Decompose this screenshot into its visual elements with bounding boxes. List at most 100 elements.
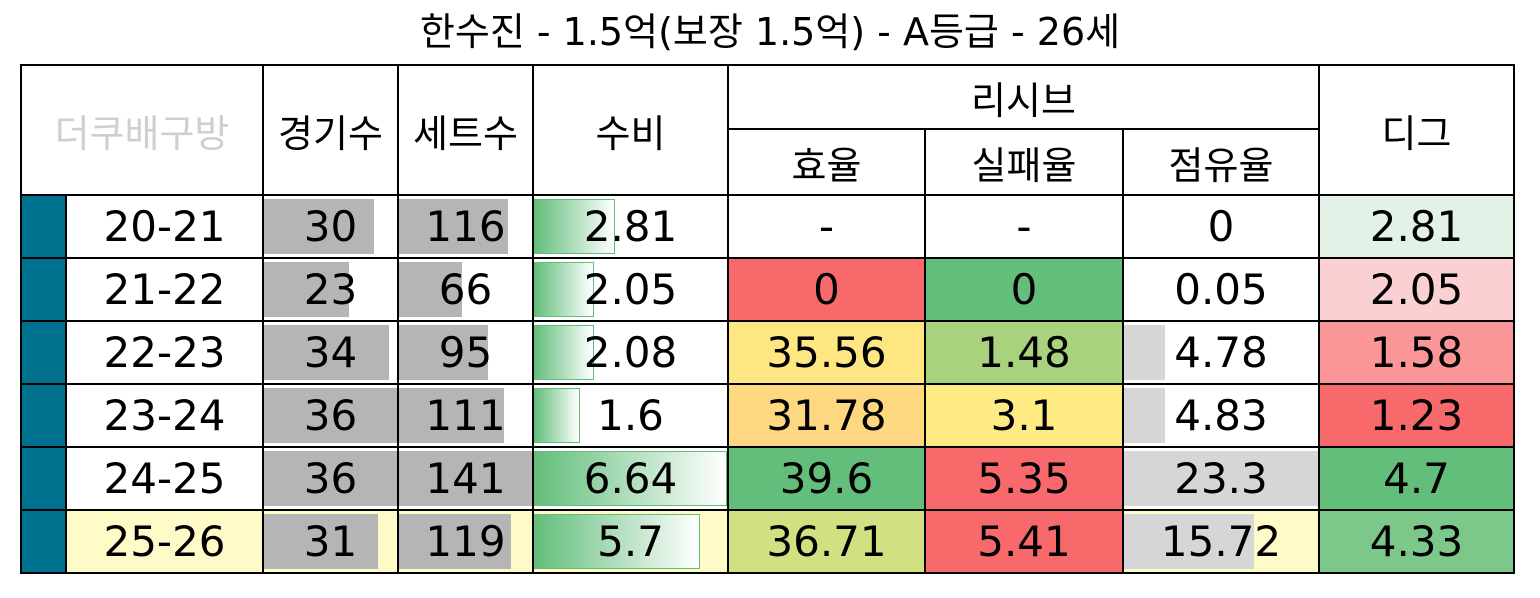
fail-rate-cell: 1.48 xyxy=(924,320,1124,385)
efficiency-cell: - xyxy=(727,194,926,259)
efficiency-cell-value: 31.78 xyxy=(766,391,887,440)
fail-rate-cell: 3.1 xyxy=(924,383,1124,448)
defense-header: 수비 xyxy=(532,64,729,196)
defense-cell-value: 5.7 xyxy=(597,517,664,566)
season-cell: 22-23 xyxy=(65,320,264,385)
games-cell: 30 xyxy=(262,194,399,259)
fail-rate-cell: 0 xyxy=(924,257,1124,322)
share-cell-value: 15.72 xyxy=(1160,517,1282,566)
sets-cell-bar xyxy=(400,199,509,254)
share-cell-value: 23.3 xyxy=(1174,454,1268,503)
efficiency-cell: 35.56 xyxy=(727,320,926,385)
defense-cell-bar xyxy=(535,388,581,443)
dig-cell-value: 4.7 xyxy=(1383,454,1450,503)
games-cell-value: 30 xyxy=(303,202,358,251)
season-cell: 20-21 xyxy=(65,194,264,259)
sets-cell: 111 xyxy=(397,383,534,448)
share-cell: 4.83 xyxy=(1122,383,1320,448)
fail-rate-cell-value: 1.48 xyxy=(977,328,1071,377)
fail-rate-cell: 5.41 xyxy=(924,509,1124,574)
games-cell-bar xyxy=(265,262,350,317)
games-cell-value: 36 xyxy=(303,391,358,440)
table-row: 24-25 36 141 6.64 39.6 5.35 23.3 4.7 xyxy=(20,446,1515,511)
games-cell: 31 xyxy=(262,509,399,574)
efficiency-cell: 0 xyxy=(727,257,926,322)
defense-cell: 1.6 xyxy=(532,383,729,448)
efficiency-header: 효율 xyxy=(727,128,926,196)
sets-cell: 95 xyxy=(397,320,534,385)
row-marker xyxy=(20,194,67,259)
page-title: 한수진 - 1.5억(보장 1.5억) - A등급 - 26세 xyxy=(419,10,1121,54)
stats-table: 더쿠배구방 경기수 세트수 수비 리시브 디그 효율 실패율 점유율 20-21… xyxy=(20,64,1515,574)
table-row: 23-24 36 111 1.6 31.78 3.1 4.83 1.23 xyxy=(20,383,1515,448)
efficiency-cell: 39.6 xyxy=(727,446,926,511)
games-cell-bar xyxy=(265,325,390,380)
sets-cell: 141 xyxy=(397,446,534,511)
sets-cell-value: 141 xyxy=(425,454,506,503)
games-cell: 23 xyxy=(262,257,399,322)
sets-cell-bar xyxy=(400,451,531,506)
fail-rate-cell: 5.35 xyxy=(924,446,1124,511)
defense-cell-bar xyxy=(535,262,594,317)
efficiency-cell-value: 39.6 xyxy=(779,454,874,503)
fail-rate-header: 실패율 xyxy=(924,128,1124,196)
brand-header: 더쿠배구방 xyxy=(20,64,264,196)
season-cell-value: 23-24 xyxy=(103,391,226,440)
dig-cell: 4.7 xyxy=(1318,446,1515,511)
defense-cell-value: 2.08 xyxy=(583,328,678,377)
sets-cell-value: 119 xyxy=(425,517,506,566)
table-body: 20-21 30 116 2.81 - - 0 2.81 21-22 23 66 2.05 0 0 0.05… xyxy=(20,194,1515,574)
fail-rate-cell-value: 5.41 xyxy=(977,517,1071,566)
defense-cell-value: 1.6 xyxy=(597,391,664,440)
season-cell: 21-22 xyxy=(65,257,264,322)
sets-header: 세트수 xyxy=(397,64,534,196)
defense-cell-value: 2.05 xyxy=(583,265,678,314)
games-cell-value: 36 xyxy=(303,454,358,503)
dig-header: 디그 xyxy=(1318,64,1515,196)
sets-cell-bar xyxy=(400,325,489,380)
share-cell-value: 0.05 xyxy=(1174,265,1268,314)
receive-header: 리시브 xyxy=(727,64,1320,130)
dig-cell-value: 1.23 xyxy=(1369,391,1464,440)
games-cell: 36 xyxy=(262,383,399,448)
efficiency-cell: 36.71 xyxy=(727,509,926,574)
games-cell-bar xyxy=(265,388,396,443)
fail-rate-cell: - xyxy=(924,194,1124,259)
table-row: 25-26 31 119 5.7 36.71 5.41 15.72 4.33 xyxy=(20,509,1515,574)
games-cell-value: 34 xyxy=(303,328,358,377)
share-cell-bar xyxy=(1125,388,1165,443)
row-marker xyxy=(20,383,67,448)
defense-cell: 6.64 xyxy=(532,446,729,511)
row-marker xyxy=(20,320,67,385)
defense-cell-bar xyxy=(535,325,594,380)
season-cell: 25-26 xyxy=(65,509,264,574)
table-row: 20-21 30 116 2.81 - - 0 2.81 xyxy=(20,194,1515,259)
sets-cell: 66 xyxy=(397,257,534,322)
defense-cell: 5.7 xyxy=(532,509,729,574)
efficiency-cell: 31.78 xyxy=(727,383,926,448)
season-cell: 23-24 xyxy=(65,383,264,448)
table-row: 21-22 23 66 2.05 0 0 0.05 2.05 xyxy=(20,257,1515,322)
share-cell: 4.78 xyxy=(1122,320,1320,385)
dig-cell: 2.05 xyxy=(1318,257,1515,322)
games-cell: 36 xyxy=(262,446,399,511)
defense-cell-bar xyxy=(535,199,616,254)
dig-cell-value: 2.05 xyxy=(1369,265,1464,314)
fail-rate-cell-value: 3.1 xyxy=(990,391,1058,440)
season-cell-value: 22-23 xyxy=(103,328,226,377)
season-cell: 24-25 xyxy=(65,446,264,511)
fail-rate-cell-value: 0 xyxy=(1010,265,1038,314)
table-row: 22-23 34 95 2.08 35.56 1.48 4.78 1.58 xyxy=(20,320,1515,385)
share-cell: 15.72 xyxy=(1122,509,1320,574)
share-cell-bar xyxy=(1125,325,1165,380)
dig-cell: 2.81 xyxy=(1318,194,1515,259)
sets-cell-value: 116 xyxy=(425,202,506,251)
share-cell: 0 xyxy=(1122,194,1320,259)
defense-cell-bar xyxy=(535,451,726,506)
share-cell-value: 4.78 xyxy=(1174,328,1268,377)
sets-cell: 116 xyxy=(397,194,534,259)
sets-cell-bar xyxy=(400,514,511,569)
defense-cell: 2.05 xyxy=(532,257,729,322)
share-header: 점유율 xyxy=(1122,128,1320,196)
season-cell-value: 24-25 xyxy=(103,454,226,503)
